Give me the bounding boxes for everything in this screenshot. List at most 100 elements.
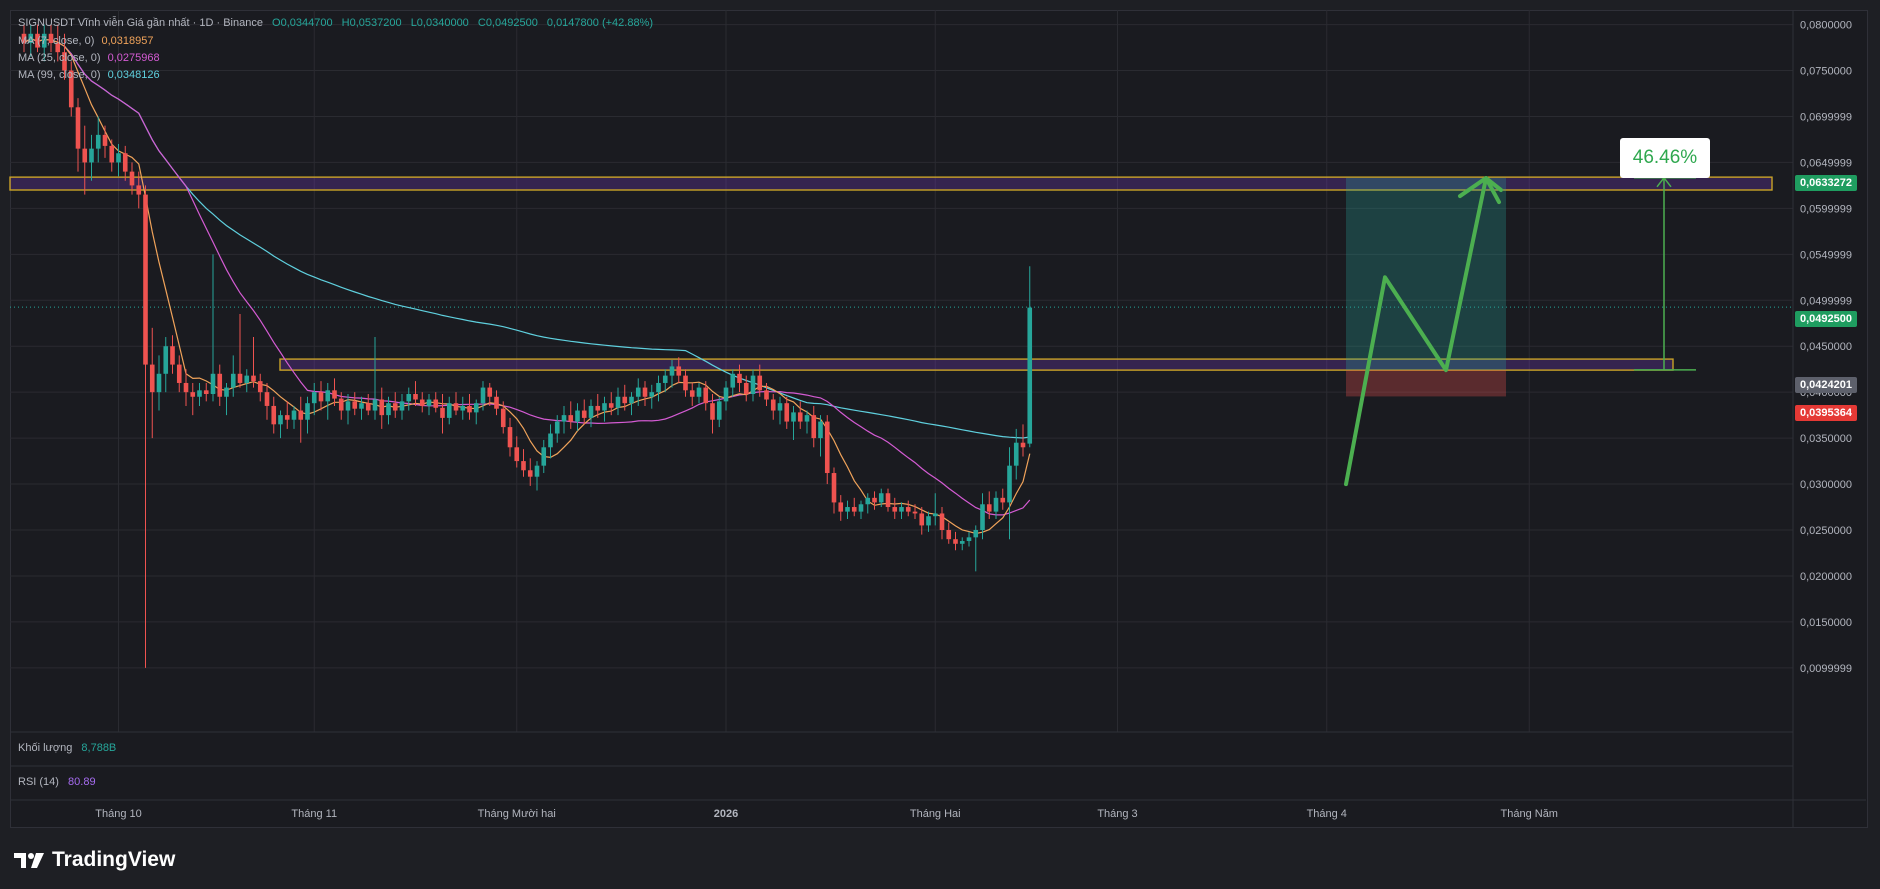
candle-body [338,398,344,411]
candle-body [696,387,702,397]
candle-body [446,403,452,418]
candle-body [460,405,466,411]
candle-body [21,33,27,43]
candle-body [440,407,445,418]
candle-body [818,421,823,439]
candle-body [183,382,189,393]
ohlc-close: C0,0492500 [477,17,538,29]
candle-body [662,375,668,383]
projection-arrowhead [1458,176,1501,205]
rsi-value: 80.89 [68,776,96,788]
candle-body [703,387,709,404]
candle-body [595,405,601,411]
candle-body [230,373,236,388]
candle-body [737,373,742,383]
candle-body [986,504,992,512]
candle-body [710,403,715,420]
zones [9,176,1773,371]
candle-body [548,433,553,448]
y-tick-label: 0,0150000 [1800,617,1852,629]
x-tick-label: Tháng Hai [910,808,961,820]
candle-body [804,415,810,422]
ma25-value: 0,0275968 [107,52,160,64]
projection-path [1344,176,1503,487]
candle-body [608,403,614,408]
candle-body [581,410,587,418]
candle-body [163,346,169,374]
candle-body [602,403,607,411]
candle-body [1013,442,1019,466]
candle-body [932,513,938,517]
stop-price-tag: 0,0395364 [1795,405,1857,421]
candle-body [757,375,763,391]
ma7-legend[interactable]: MA (7, close, 0) 0,0318957 [18,35,153,47]
candle-body [156,373,162,393]
projection[interactable] [1344,176,1696,487]
candle-body [629,396,634,404]
ma25-legend[interactable]: MA (25, close, 0) 0,0275968 [18,52,160,64]
candle-body [35,33,40,48]
candle-body [926,516,931,526]
candle-body [109,145,115,163]
candle-body [575,410,580,422]
volume-value: 8,788B [81,742,117,754]
y-tick-label: 0,0599999 [1800,203,1852,215]
candle-body [75,107,81,149]
candle-body [1007,465,1012,503]
candle-body [257,381,263,393]
candle-body [210,373,216,394]
candle-body [973,530,979,538]
candle-body [82,148,88,163]
y-tick-label: 0,0200000 [1800,571,1852,583]
candle-body [905,507,911,512]
tradingview-logo[interactable]: TradingView [12,845,175,875]
candle-body [993,497,999,512]
candle-body [359,403,364,409]
candle-body [851,507,857,512]
entry-price-tag: 0,0424201 [1795,377,1857,393]
candle-body [568,415,574,422]
x-tick-label: Tháng 3 [1097,808,1137,820]
ma25-label: MA (25, close, 0) [18,52,101,64]
candle-body [845,507,850,512]
candle-body [89,148,94,163]
symbol-legend[interactable]: SIGNUSDT Vĩnh viễn Giá gần nhất · 1D · B… [18,17,653,29]
candle-body [95,134,101,149]
y-tick-label: 0,0750000 [1800,66,1852,78]
candle-body [143,194,148,365]
candle-body [352,401,358,409]
candle-body [203,390,209,394]
volume-label: Khối lượng [18,742,73,754]
candle-body [426,399,432,406]
y-tick-label: 0,0099999 [1800,663,1852,675]
candle-body [635,387,641,397]
candle-body [392,403,398,411]
candle-body [122,153,128,172]
candle-body [865,497,871,505]
candle-body [136,185,142,195]
ma99-label: MA (99, close, 0) [18,69,101,81]
candle-body [224,387,229,397]
candle-body [689,390,695,397]
ohlc-high: H0,0537200 [341,17,402,29]
candle-body [912,511,918,514]
ma7-line [23,37,1031,535]
candle-body [244,375,250,383]
brand-name: TradingView [52,848,176,871]
projection-percent-label[interactable]: 46.46% [1620,138,1710,178]
candle-body [622,396,628,404]
ohlc-open: O0,0344700 [272,17,333,29]
rsi-pane-label[interactable]: RSI (14) 80.89 [18,776,96,788]
candle-body [298,410,304,420]
candle-body [939,513,945,530]
moving-averages [23,37,1031,535]
candle-body [885,493,891,508]
ma99-legend[interactable]: MA (99, close, 0) 0,0348126 [18,69,160,81]
candle-body [966,537,972,542]
volume-pane-label[interactable]: Khối lượng 8,788B [18,742,116,754]
candle-body [899,507,904,512]
ohlc-change: 0,0147800 (+42.88%) [546,17,654,29]
x-tick-label: Tháng 10 [95,808,141,820]
support-zone [279,358,1674,371]
